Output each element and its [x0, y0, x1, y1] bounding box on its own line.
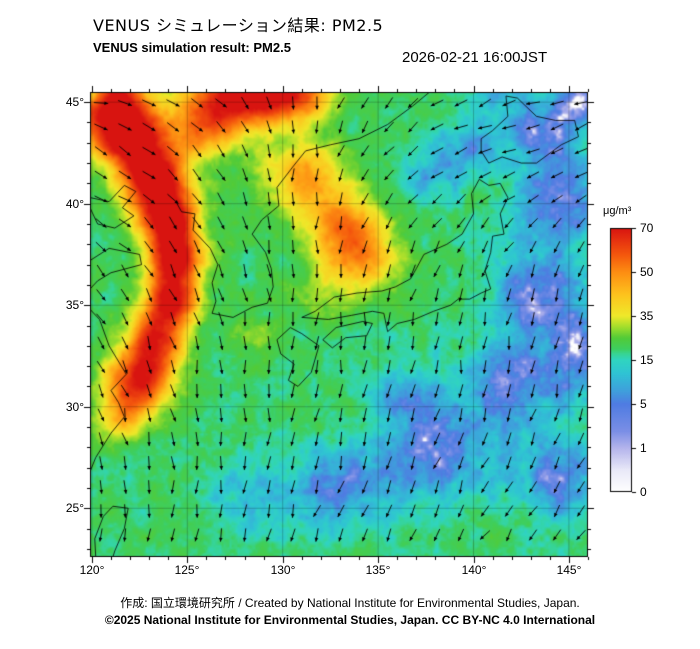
- simulation-timestamp: 2026-02-21 16:00JST: [402, 49, 548, 66]
- lat-tick-label: 30°: [65, 400, 84, 414]
- lon-tick-label: 120°: [79, 563, 105, 577]
- colorbar-tick-label: 35: [640, 309, 654, 323]
- colorbar-tick-label: 15: [640, 353, 654, 367]
- lat-tick-label: 25°: [65, 501, 84, 515]
- colorbar-tick-label: 50: [640, 265, 654, 279]
- lat-tick-label: 45°: [65, 95, 84, 109]
- colorbar-tick-label: 0: [640, 485, 647, 499]
- footer-license: ©2025 National Institute for Environment…: [104, 613, 596, 627]
- colorbar-tick-label: 70: [640, 221, 654, 235]
- colorbar-tick-label: 1: [640, 441, 647, 455]
- lon-tick-label: 135°: [365, 563, 391, 577]
- lon-tick-label: 145°: [556, 563, 582, 577]
- lon-tick-label: 140°: [461, 563, 487, 577]
- colorbar-unit-label: μg/m³: [603, 205, 632, 217]
- lat-tick-label: 40°: [65, 197, 84, 211]
- footer-credit: 作成: 国立環境研究所 / Created by National Instit…: [120, 596, 580, 610]
- lon-tick-label: 130°: [270, 563, 296, 577]
- lon-tick-label: 125°: [174, 563, 200, 577]
- lat-tick-label: 35°: [65, 298, 84, 312]
- page-title-japanese: VENUS シミュレーション結果: PM2.5: [93, 16, 384, 35]
- colorbar-tick-label: 5: [640, 397, 647, 411]
- page-title-english: VENUS simulation result: PM2.5: [93, 40, 291, 55]
